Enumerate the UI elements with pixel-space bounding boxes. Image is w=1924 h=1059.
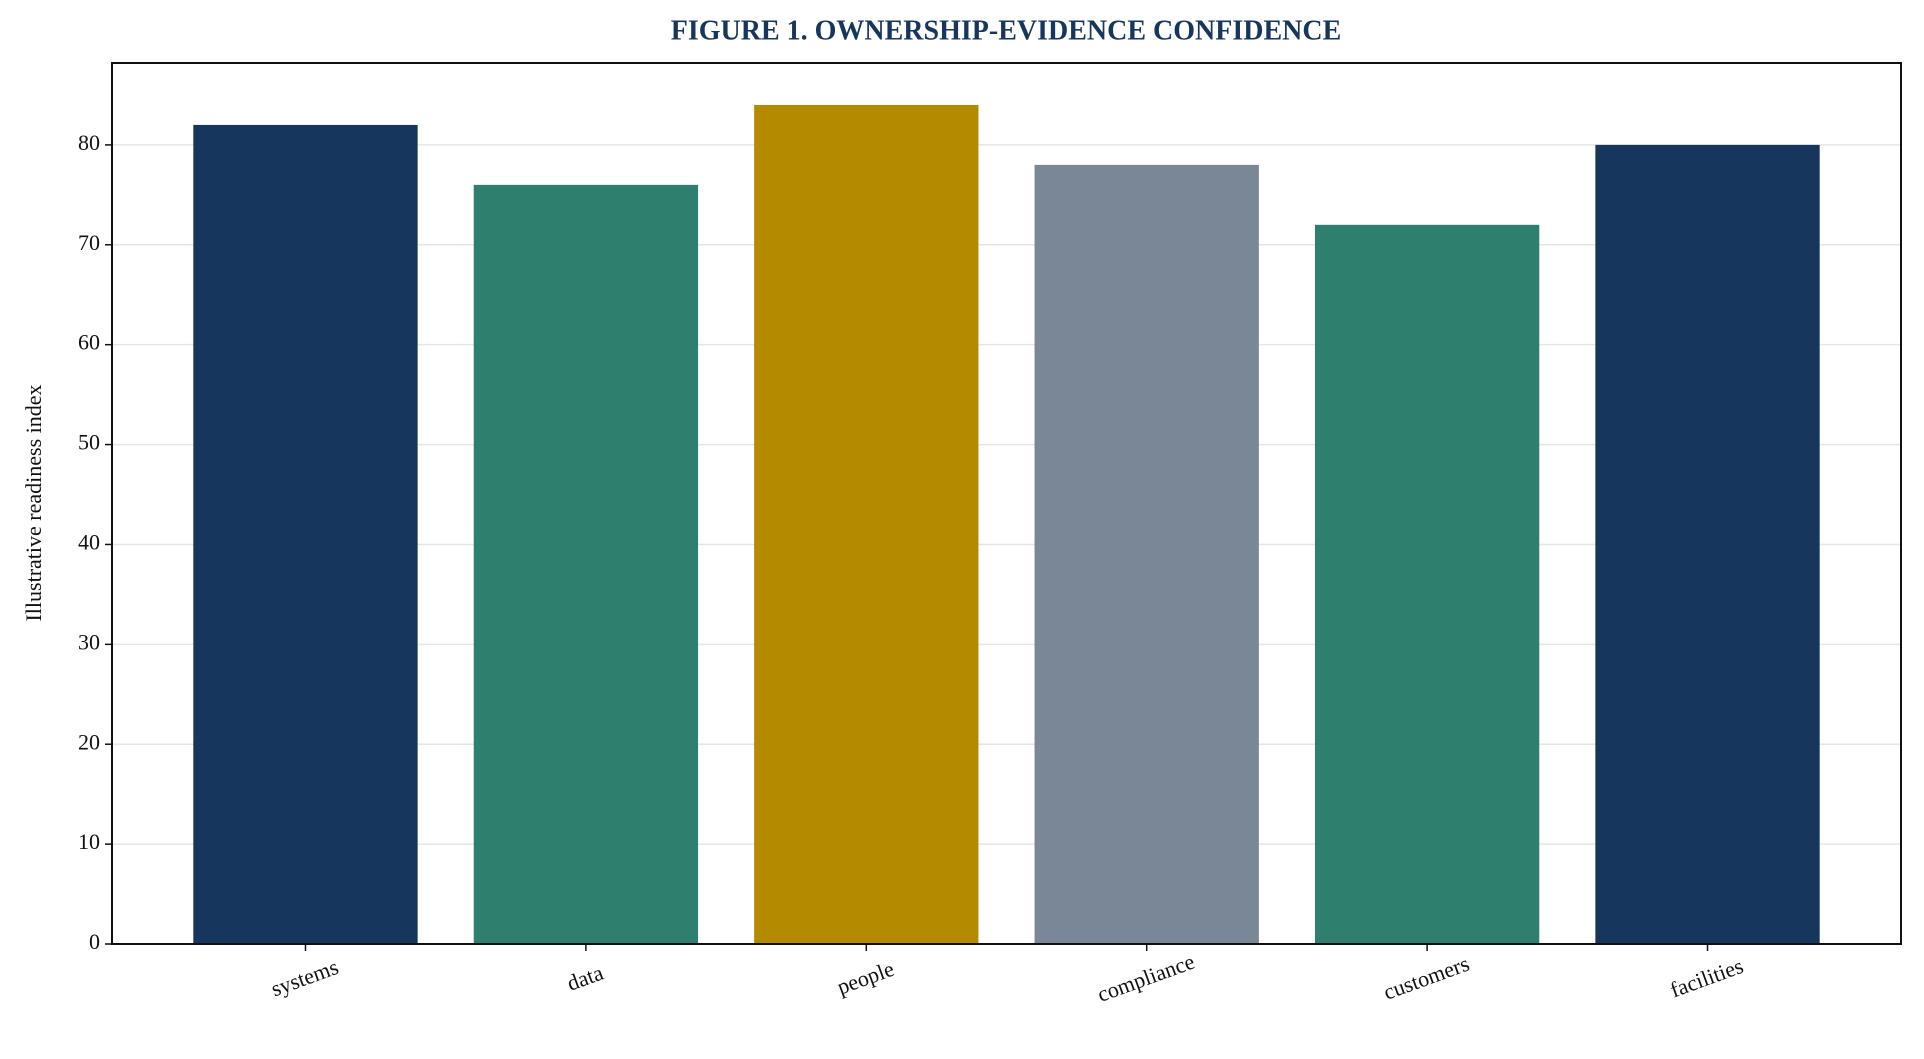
x-tick-label: data <box>564 960 607 996</box>
bar <box>754 104 979 944</box>
bar <box>193 124 418 945</box>
x-tick-label: systems <box>268 954 342 1001</box>
y-tick-label: 60 <box>78 330 100 355</box>
bar <box>1034 164 1259 945</box>
x-tick-label: people <box>834 956 898 1000</box>
x-tick-label: customers <box>1380 951 1472 1005</box>
x-tick-label: facilities <box>1667 953 1747 1002</box>
bar <box>1595 144 1820 944</box>
x-tick-label: compliance <box>1094 949 1198 1007</box>
y-tick-label: 40 <box>78 530 100 555</box>
y-tick-label: 0 <box>89 929 100 954</box>
y-tick-label: 20 <box>78 729 100 754</box>
y-tick-label: 50 <box>78 430 100 455</box>
plot-frame <box>111 62 1902 945</box>
y-tick-label: 80 <box>78 130 100 155</box>
y-tick-label: 10 <box>78 829 100 854</box>
bar <box>473 184 699 944</box>
y-tick-label: 70 <box>78 230 100 255</box>
bar <box>1314 224 1540 944</box>
y-tick-label: 30 <box>78 629 100 654</box>
y-axis-label: Illustrative readiness index <box>21 384 46 621</box>
chart-title: FIGURE 1. OWNERSHIP-EVIDENCE CONFIDENCE <box>671 15 1342 46</box>
